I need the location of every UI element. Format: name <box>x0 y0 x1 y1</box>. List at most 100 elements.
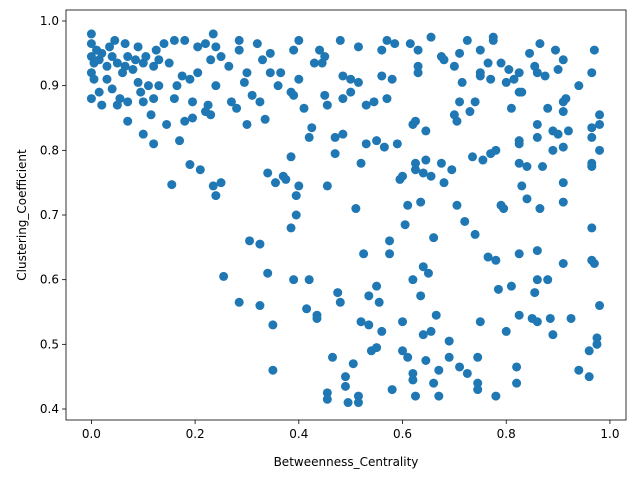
point <box>133 77 143 87</box>
point <box>548 330 558 340</box>
point <box>429 233 439 243</box>
point <box>468 152 478 162</box>
point <box>322 181 332 191</box>
point <box>595 110 605 120</box>
point <box>335 297 345 307</box>
point <box>535 39 545 49</box>
point <box>429 378 439 388</box>
point <box>447 165 457 175</box>
point <box>496 58 506 68</box>
point <box>413 61 423 71</box>
point <box>418 330 428 340</box>
point <box>353 42 363 52</box>
point <box>382 94 392 104</box>
point <box>193 42 203 52</box>
point <box>346 74 356 84</box>
point <box>211 81 221 91</box>
point <box>138 97 148 107</box>
point <box>211 42 221 52</box>
point <box>462 368 472 378</box>
point <box>289 275 299 285</box>
x-axis-label: Betweenness_Centrality <box>274 455 419 469</box>
point <box>151 45 161 55</box>
point <box>449 61 459 71</box>
point <box>522 194 532 204</box>
x-tick-label: 1.0 <box>600 427 619 441</box>
point <box>346 87 356 97</box>
point <box>558 178 568 188</box>
point <box>234 297 244 307</box>
point <box>302 304 312 314</box>
point <box>538 161 548 171</box>
point <box>452 200 462 210</box>
point <box>291 210 301 220</box>
point <box>361 100 371 110</box>
point <box>501 77 511 87</box>
x-tick-label: 0.4 <box>289 427 308 441</box>
point <box>265 48 275 58</box>
point <box>242 68 252 78</box>
point <box>340 372 350 382</box>
point <box>309 58 319 68</box>
point <box>382 35 392 45</box>
y-tick-label: 1.0 <box>40 14 59 28</box>
point <box>566 313 576 323</box>
point <box>403 352 413 362</box>
point <box>553 129 563 139</box>
point <box>392 139 402 149</box>
point <box>115 94 125 104</box>
point <box>587 68 597 78</box>
point <box>188 97 198 107</box>
point <box>86 94 96 104</box>
point <box>252 39 262 49</box>
point <box>553 64 563 74</box>
point <box>558 55 568 65</box>
point <box>141 52 151 62</box>
y-tick-label: 0.8 <box>40 143 59 157</box>
point <box>512 362 522 372</box>
point <box>322 394 332 404</box>
point <box>169 35 179 45</box>
point <box>522 161 532 171</box>
point <box>185 74 195 84</box>
point <box>265 68 275 78</box>
point <box>455 362 465 372</box>
point <box>426 32 436 42</box>
point <box>595 301 605 311</box>
point <box>307 123 317 133</box>
point <box>532 68 542 78</box>
x-tick-label: 0.6 <box>393 427 412 441</box>
point <box>172 81 182 91</box>
point <box>587 161 597 171</box>
point <box>247 90 257 100</box>
point <box>501 326 511 336</box>
point <box>130 55 140 65</box>
point <box>294 74 304 84</box>
point <box>123 52 133 62</box>
point <box>216 178 226 188</box>
point <box>436 158 446 168</box>
point <box>110 35 120 45</box>
point <box>426 171 436 181</box>
point <box>154 55 164 65</box>
point <box>330 132 340 142</box>
point <box>434 391 444 401</box>
point <box>149 139 159 149</box>
point <box>444 352 454 362</box>
point <box>595 119 605 129</box>
point <box>595 145 605 155</box>
point <box>374 297 384 307</box>
point <box>439 178 449 188</box>
point <box>408 275 418 285</box>
point <box>89 74 99 84</box>
point <box>97 48 107 58</box>
point <box>410 158 420 168</box>
y-tick-label: 0.5 <box>40 337 59 351</box>
point <box>268 320 278 330</box>
point <box>548 145 558 155</box>
point <box>185 160 195 170</box>
point <box>335 35 345 45</box>
point <box>312 313 322 323</box>
point <box>276 68 286 78</box>
